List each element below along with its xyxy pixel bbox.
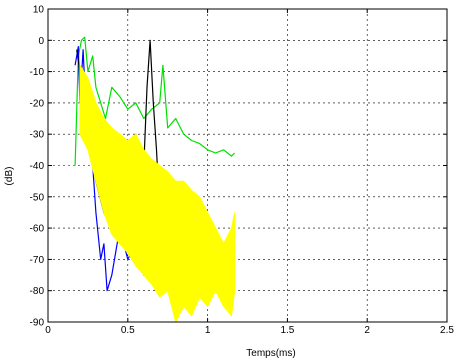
- y-tick-label: -10: [30, 67, 45, 78]
- x-tick-label: 2.5: [440, 325, 454, 336]
- series-line: [74, 36, 236, 166]
- x-tick-label: 0.5: [121, 325, 135, 336]
- y-tick-label: -60: [30, 224, 45, 235]
- series-layer: [74, 36, 236, 324]
- y-tick-label: -70: [30, 255, 45, 266]
- y-tick-label: -30: [30, 130, 45, 141]
- y-tick-label: -20: [30, 98, 45, 109]
- x-tick-label: 1: [205, 325, 211, 336]
- x-tick-label: 1.5: [280, 325, 294, 336]
- x-tick-label: 0: [45, 325, 51, 336]
- y-tick-label: 10: [33, 5, 45, 16]
- y-tick-label: 0: [38, 36, 44, 47]
- y-tick-label: -40: [30, 161, 45, 172]
- y-axis-ticks: 10 0 -10 -20 -30 -40 -50 -60 -70 -80 -90: [30, 5, 447, 329]
- y-tick-label: -90: [30, 318, 45, 329]
- y-tick-label: -50: [30, 192, 45, 203]
- x-axis-label: Temps(ms): [246, 348, 295, 359]
- x-tick-label: 2: [364, 325, 370, 336]
- series-band: [79, 63, 236, 324]
- y-axis-label: (dB): [4, 167, 15, 186]
- x-axis-ticks: 0 0.5 1 1.5 2 2.5: [45, 9, 454, 336]
- y-tick-label: -80: [30, 286, 45, 297]
- plot-area: [47, 8, 448, 324]
